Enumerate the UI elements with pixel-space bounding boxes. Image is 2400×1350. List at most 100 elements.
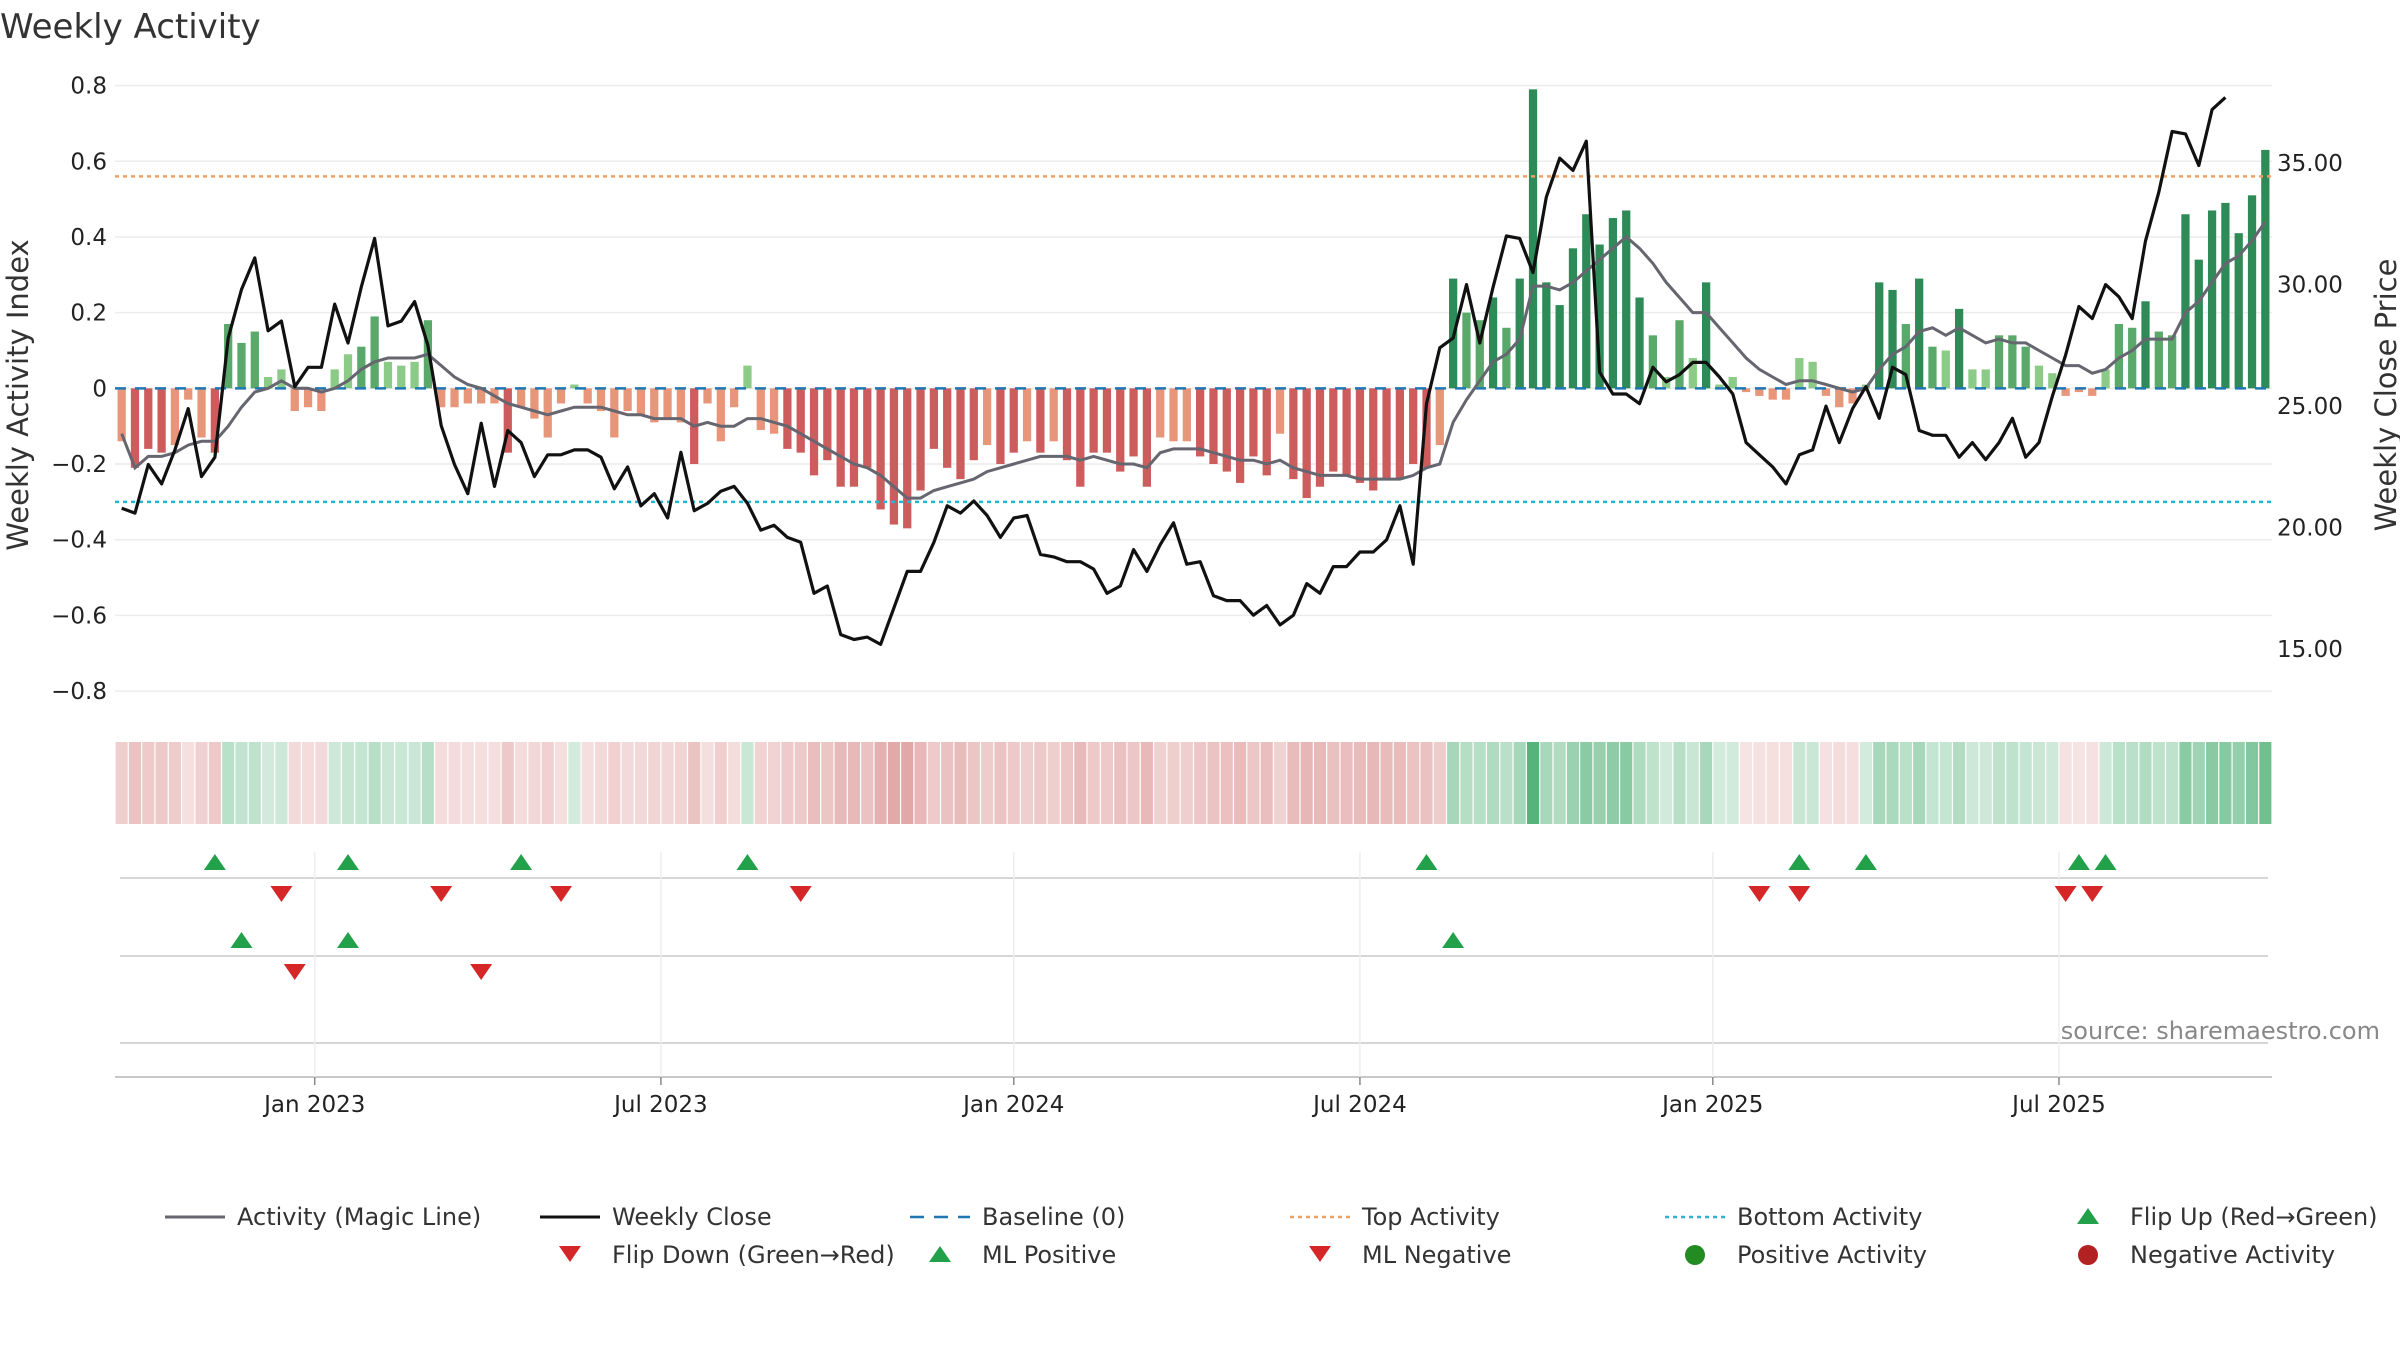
activity-bar (450, 388, 459, 408)
activity-bar (756, 388, 765, 430)
activity-bar (437, 388, 446, 408)
heat-strip-cell (1140, 742, 1153, 824)
heat-strip-cell (1247, 742, 1260, 824)
legend-label: ML Positive (982, 1241, 1116, 1269)
activity-bar (2114, 323, 2124, 389)
legend-label: Positive Activity (1737, 1241, 1927, 1269)
activity-bar (516, 388, 526, 408)
y-tick-right: 25.00 (2277, 394, 2343, 420)
activity-bar (370, 316, 379, 389)
activity-heat-strip (115, 742, 2272, 824)
activity-bar (916, 388, 925, 491)
heat-strip-cell (1327, 742, 1340, 824)
activity-bar (1901, 323, 1910, 389)
activity-bar (876, 388, 885, 510)
heat-strip-cell (2166, 742, 2179, 824)
legend-label: Bottom Activity (1737, 1203, 1922, 1231)
activity-bar (1169, 388, 1178, 442)
activity-bar (1795, 358, 1804, 389)
x-tick-label: Jul 2024 (1311, 1092, 1407, 1118)
activity-bar (1089, 388, 1098, 453)
activity-bar (1196, 388, 1205, 457)
x-axis-ticks: Jan 2023 Jul 2023 Jan 2024 Jul 2024 Jan 2025… (262, 1077, 2106, 1118)
flip-down-marker (789, 886, 812, 902)
activity-bar (1954, 308, 1964, 389)
heat-strip-cell (688, 742, 701, 824)
activity-bar (889, 388, 899, 525)
heat-strip-cell (1580, 742, 1593, 824)
heat-strip-cell (847, 742, 861, 824)
activity-bar (1542, 282, 1551, 389)
heat-strip-cell (1393, 742, 1406, 824)
legend-label: Top Activity (1361, 1203, 1500, 1231)
activity-bar (1142, 388, 1152, 487)
heat-strip-cell (634, 742, 647, 824)
activity-bar (1302, 388, 1311, 499)
weekly-close-series (121, 96, 2227, 647)
heat-strip-cell (1060, 742, 1074, 824)
activity-bar (1701, 282, 1711, 389)
activity-bar (1262, 388, 1271, 476)
activity-bar (1688, 358, 1697, 389)
heat-strip-cell (781, 742, 794, 824)
activity-bar (2181, 214, 2190, 389)
heat-strip-cell (2072, 742, 2085, 824)
activity-bar (1315, 388, 1325, 487)
heat-strip-cell (887, 742, 900, 824)
activity-bar (2034, 365, 2044, 389)
heat-strip-cell (1074, 742, 1087, 824)
activity-bar (477, 388, 486, 404)
legend-swatch-positive-activity (1685, 1245, 1705, 1265)
heat-strip-cell (2245, 742, 2259, 824)
heat-strip-cell (2192, 742, 2205, 824)
heat-strip-cell (341, 742, 355, 824)
heat-strip-cell (1273, 742, 1287, 824)
activity-bars (117, 89, 2270, 529)
heat-strip-cell (807, 742, 821, 824)
heat-strip-cell (754, 742, 767, 824)
heat-strip-cell (182, 742, 195, 824)
activity-bar (796, 388, 805, 453)
activity-bar (1768, 388, 1777, 400)
heat-strip-cell (728, 742, 741, 824)
activity-bar (1156, 388, 1165, 438)
x-tick-label: Jan 2024 (961, 1092, 1064, 1118)
activity-bar (157, 388, 166, 453)
heat-strip-cell (1833, 742, 1846, 824)
heat-strip-cell (262, 742, 275, 824)
activity-bar (1355, 388, 1365, 483)
heat-strip-cell (1953, 742, 1966, 824)
ml-negative-marker (283, 964, 306, 980)
activity-bar (210, 388, 219, 453)
activity-bar (583, 388, 592, 404)
y-tick-right: 35.00 (2277, 151, 2343, 177)
reference-lines (115, 175, 2272, 504)
activity-bar (1382, 388, 1391, 480)
activity-bar (1222, 388, 1231, 472)
activity-bar (1888, 289, 1897, 389)
heat-strip-cell (2032, 742, 2046, 824)
activity-bar (1102, 388, 1112, 453)
x-tick-label: Jul 2025 (2010, 1092, 2106, 1118)
flip-up-marker (2067, 854, 2090, 870)
heat-strip-cell (1660, 742, 1673, 824)
heat-strip-cell (501, 742, 514, 824)
heat-strip-cell (1433, 742, 1446, 824)
flip-down-marker (550, 886, 573, 902)
activity-bar (1675, 320, 1684, 389)
flip-up-marker (1854, 854, 1877, 870)
x-tick-label: Jan 2023 (262, 1092, 365, 1118)
heat-strip-cell (941, 742, 954, 824)
heat-strip-cell (1859, 742, 1872, 824)
heat-strip-cell (1966, 742, 1979, 824)
heat-strip-cell (1992, 742, 2006, 824)
activity-bar (2021, 346, 2030, 389)
y-tick-left: 0.8 (70, 74, 107, 100)
y-tick-right: 20.00 (2277, 516, 2343, 542)
heat-strip-cell (874, 742, 887, 824)
y-axis-right-label: Weekly Close Price (2369, 259, 2400, 532)
activity-bar (863, 388, 872, 468)
signal-markers (115, 852, 2272, 1078)
activity-bar (730, 388, 739, 408)
magic-line-series (120, 220, 2267, 500)
